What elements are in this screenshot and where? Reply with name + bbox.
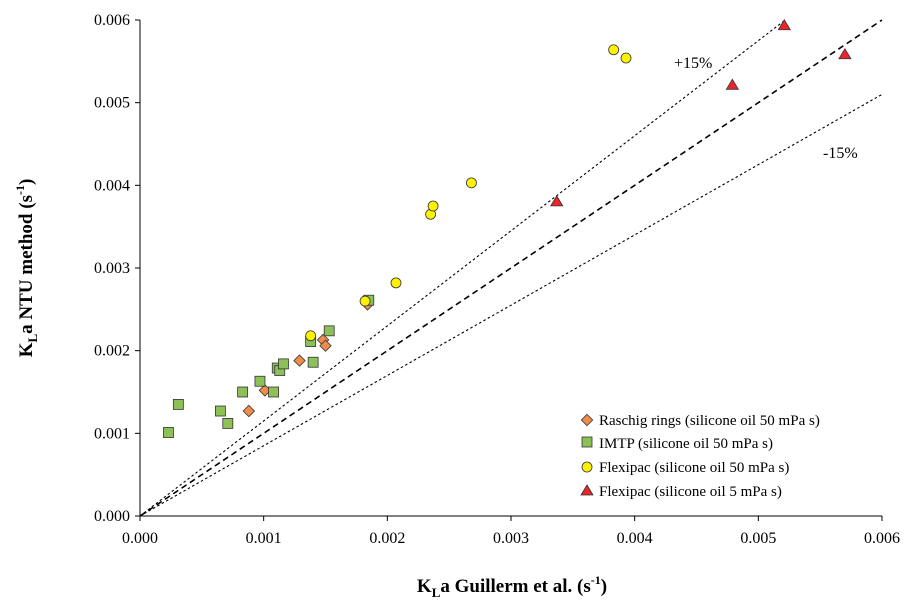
annotation-plus-15: +15% [674,55,712,72]
x-tick-label-6: 0.006 [864,530,900,547]
y-tick-label-6: 0.006 [94,12,130,29]
point-s2-1 [359,295,371,307]
point-s1-3 [222,418,234,429]
x-tick-label-0: 0.000 [122,530,158,547]
y-tick-label-2: 0.002 [94,343,130,360]
point-s0-4 [319,339,332,352]
legend-label-flexipac-5: Flexipac (silicone oil 5 mPa s) [599,484,782,500]
x-tick-label-1: 0.001 [246,530,282,547]
y-tick-label-0: 0.000 [94,508,130,525]
point-s2-2 [390,277,402,289]
x-tick-label-3: 0.003 [493,530,529,547]
y-tick-label-5: 0.005 [94,95,130,112]
point-s0-1 [258,384,272,397]
point-s3-3 [838,47,852,60]
legend: Raschig rings (silicone oil 50 mPa s) IM… [580,413,820,500]
legend-label-imtp: IMTP (silicone oil 50 mPa s) [599,436,773,452]
point-s2-0 [305,330,317,342]
y-tick-label-4: 0.004 [94,177,130,194]
y-tick-label-3: 0.003 [94,260,130,277]
x-tick-label-4: 0.004 [617,530,653,547]
point-s1-6 [268,386,279,398]
legend-label-raschig-rings: Raschig rings (silicone oil 50 mPa s) [599,413,820,429]
reference-line-0 [139,19,883,517]
annotation-minus-15: -15% [823,145,858,162]
point-s0-2 [293,354,306,367]
point-s1-11 [307,356,319,368]
point-s1-5 [254,375,266,387]
point-s2-7 [620,52,632,64]
legend-marker-imtp [581,436,593,448]
point-s2-6 [608,44,620,56]
reference-lines [139,19,883,517]
legend-marker-raschig-rings [580,413,594,427]
point-s1-2 [214,405,226,417]
reference-line-2 [139,93,883,517]
y-axis-title: KLa NTU method (s-1) [13,179,40,358]
point-s3-0 [550,195,564,207]
point-s1-12 [323,325,335,337]
x-tick-label-5: 0.005 [740,530,776,547]
x-tick-label-2: 0.002 [369,530,405,547]
point-s2-4 [427,200,439,212]
tick-labels: 0.000 0.001 0.002 0.003 0.004 0.005 0.006 0.000… [94,12,900,547]
point-s1-0 [163,427,174,438]
point-s3-1 [725,78,740,90]
point-s1-4 [237,386,249,398]
legend-label-flexipac-50: Flexipac (silicone oil 50 mPa s) [599,460,789,476]
reference-line-1 [139,19,786,517]
point-s0-0 [242,404,256,418]
point-s2-5 [466,177,477,189]
data-points [163,19,852,438]
legend-marker-flexipac-5 [580,484,594,496]
x-axis-title: KLa Guillerm et al. (s-1) [417,573,607,600]
point-s3-2 [777,19,792,31]
axes [135,19,883,521]
point-s1-9 [278,358,289,370]
legend-marker-flexipac-50 [581,461,593,473]
point-s1-1 [172,398,184,410]
y-tick-label-1: 0.001 [94,425,130,442]
